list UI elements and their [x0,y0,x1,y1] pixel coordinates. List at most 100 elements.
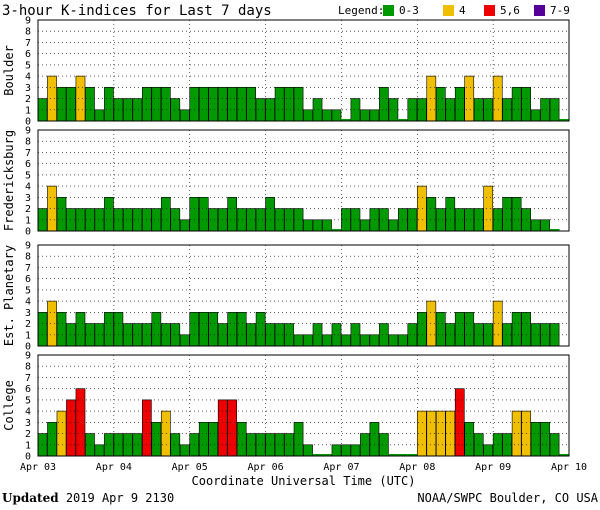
k-bar [113,312,124,347]
k-bar [360,334,370,347]
k-bar [303,109,313,122]
k-bar [322,334,332,347]
k-bar [94,109,105,122]
k-bar [123,208,133,232]
k-bar [198,312,209,347]
k-bar [360,433,370,457]
k-bar [255,312,266,347]
k-bar [217,87,228,122]
y-tick-label: 3 [25,308,31,319]
k-bar [521,87,531,122]
k-bar [142,87,152,122]
k-bar [464,312,475,347]
y-tick-label: 5 [25,60,31,71]
k-bar [246,87,256,122]
y-tick-label: 3 [25,418,31,429]
panel-frame [37,354,570,457]
y-tick-label: 4 [25,407,31,418]
k-bar [360,109,370,122]
k-bar [265,197,275,232]
k-bar [75,388,86,457]
k-bar [293,87,304,122]
k-bar [151,312,162,347]
k-bar [198,197,209,232]
k-bar [160,87,171,122]
k-bar [530,219,541,232]
y-tick-label: 8 [25,252,31,263]
k-bar [227,312,238,347]
k-bar [303,334,313,347]
k-bar [284,323,294,347]
timestamp-value: 2019 Apr 9 2130 [65,491,175,505]
k-bar [227,399,238,457]
k-bar [47,75,57,122]
y-tick-label: 8 [25,27,31,38]
k-bar [379,87,389,122]
k-bar [151,422,162,457]
k-bar [179,109,190,122]
panel-frame [37,244,570,347]
k-bar [236,422,247,457]
k-bar [56,197,67,232]
k-bar [407,323,418,347]
k-bar [511,312,522,347]
k-bar [454,312,465,347]
k-bar [104,433,114,457]
y-tick-label: 3 [25,83,31,94]
y-tick-label: 6 [25,159,31,170]
y-tick-label: 2 [25,94,31,105]
k-bar [104,312,114,347]
y-tick-label: 0 [25,342,31,353]
k-bar [66,87,76,122]
legend-entry-label-3: 7-9 [550,4,570,17]
k-bar [56,312,67,347]
y-tick-label: 0 [25,117,31,128]
k-bar [104,197,114,232]
k-bar [303,219,313,232]
k-bar [236,87,247,122]
k-bar [123,98,133,122]
k-bar [151,208,162,232]
k-bar [511,87,522,122]
k-bar [208,422,219,457]
k-bar [483,323,494,347]
k-bar [104,87,114,122]
legend-swatch-2 [484,5,495,16]
y-tick-label: 0 [25,452,31,463]
k-bar [75,75,86,122]
k-bar [274,87,285,122]
x-tick-label: Apr 08 [399,462,435,473]
k-bar [540,323,550,347]
k-bar [521,312,531,347]
k-bar [369,109,380,122]
k-bar [331,109,342,122]
k-bar [369,334,380,347]
k-bar [435,312,446,347]
k-bar [151,87,162,122]
k-bar [189,87,200,122]
y-tick-label: 5 [25,170,31,181]
k-bar [483,185,494,232]
k-bar [284,433,294,457]
k-bar [208,312,219,347]
k-bar [369,422,380,457]
x-tick-label: Apr 07 [323,462,359,473]
k-bar [227,197,238,232]
k-bar [217,399,228,457]
k-bar [47,185,57,232]
k-bar [502,197,513,232]
k-bar [322,109,332,122]
panel-label: College [2,380,16,431]
y-tick-label: 4 [25,297,31,308]
y-tick-label: 3 [25,193,31,204]
k-bar [530,109,541,122]
k-bar [189,312,200,347]
legend-swatch-1 [443,5,454,16]
y-tick-label: 2 [25,429,31,440]
k-bar [198,422,209,457]
k-bar [293,334,304,347]
k-bar [312,219,323,232]
legend-entry-label-1: 4 [459,4,466,17]
y-tick-label: 8 [25,137,31,148]
k-bar [303,444,313,457]
